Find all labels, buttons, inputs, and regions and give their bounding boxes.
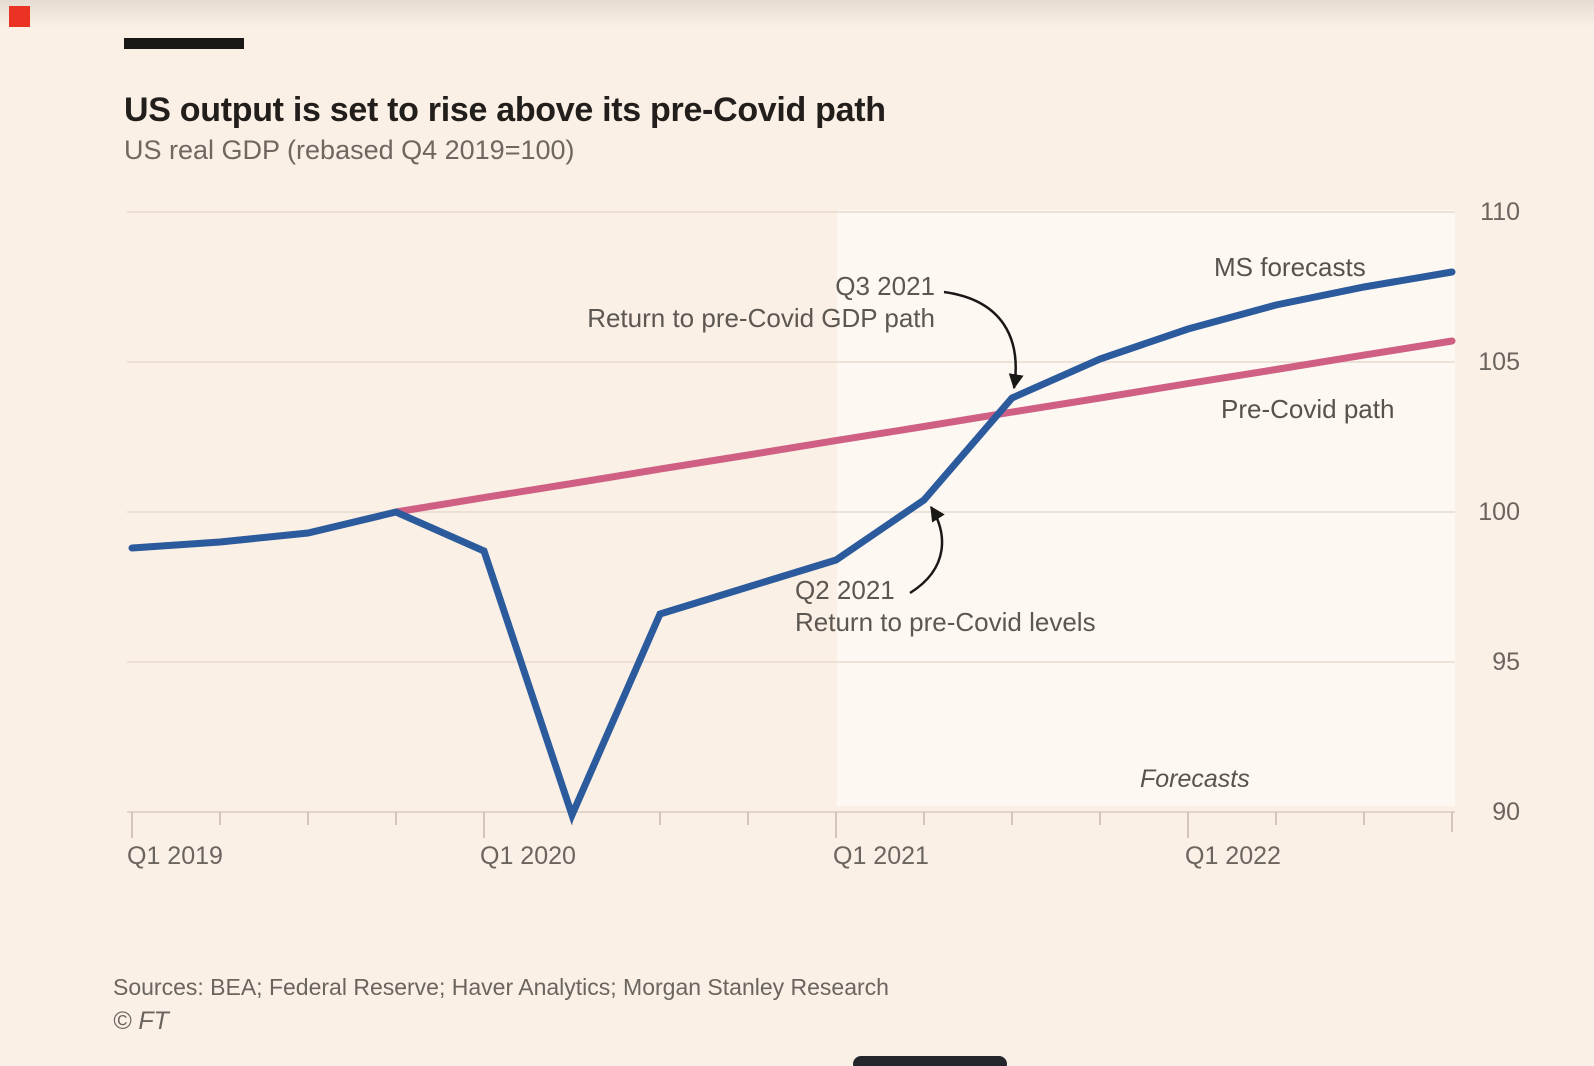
x-tick-q1-2019: Q1 2019: [127, 842, 223, 870]
x-tick-q1-2022: Q1 2022: [1185, 842, 1281, 870]
forecasts-region-label: Forecasts: [1140, 765, 1250, 793]
sources-line: Sources: BEA; Federal Reserve; Haver Ana…: [113, 974, 889, 1000]
top-fade-gradient: [0, 0, 1594, 28]
title-rule: [124, 38, 244, 49]
x-tick-q1-2021: Q1 2021: [833, 842, 929, 870]
y-tick-105: 105: [1478, 348, 1520, 376]
q3-2021-annotation-line2: Return to pre-Covid GDP path: [587, 303, 935, 333]
chart-subtitle: US real GDP (rebased Q4 2019=100): [124, 135, 575, 165]
q2-2021-annotation-line1: Q2 2021: [795, 575, 895, 605]
q2-2021-annotation-line2: Return to pre-Covid levels: [795, 607, 1096, 637]
ms-forecasts-label: MS forecasts: [1214, 252, 1366, 282]
q2-2021-annotation: Q2 2021 Return to pre-Covid levels: [795, 574, 1096, 638]
y-tick-110: 110: [1480, 198, 1520, 226]
q3-2021-annotation: Q3 2021 Return to pre-Covid GDP path: [587, 270, 935, 334]
x-tick-q1-2020: Q1 2020: [480, 842, 576, 870]
red-marker-square: [9, 6, 30, 27]
y-tick-100: 100: [1478, 498, 1520, 526]
ft-copyright-mark: © FT: [113, 1007, 169, 1035]
pre-covid-path-label: Pre-Covid path: [1221, 394, 1395, 424]
bottom-pill-indicator: [853, 1056, 1007, 1066]
q3-2021-annotation-line1: Q3 2021: [835, 271, 935, 301]
x-axis-ticks: [131, 812, 1453, 838]
y-tick-95: 95: [1492, 648, 1520, 676]
chart-title: US output is set to rise above its pre-C…: [124, 90, 886, 129]
y-tick-90: 90: [1492, 798, 1520, 826]
